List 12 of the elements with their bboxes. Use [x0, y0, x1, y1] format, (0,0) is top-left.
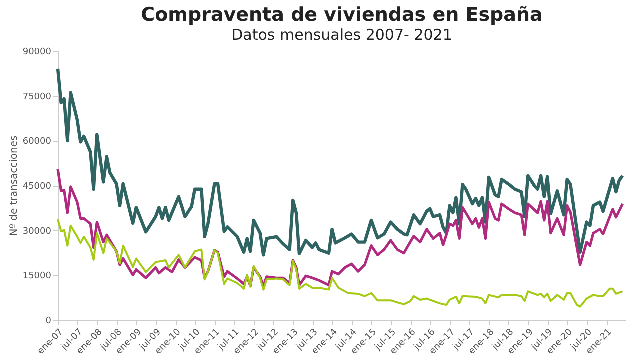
line-series: [57, 218, 624, 308]
chart-title: Compraventa de viviendas en España: [141, 4, 543, 26]
y-tick-label: 15000: [22, 272, 52, 282]
y-tick-label: 0: [46, 316, 52, 326]
y-tick-label: 90000: [22, 48, 52, 58]
y-tick-label: 45000: [22, 182, 52, 192]
y-axis-title: Nº de transacciones: [8, 136, 20, 236]
chart-subtitle: Datos mensuales 2007- 2021: [232, 26, 452, 44]
y-tick-label: 75000: [22, 92, 52, 102]
line-series: [56, 67, 624, 257]
y-tick-label: 30000: [22, 226, 52, 237]
y-tick-label: 60000: [22, 137, 52, 148]
